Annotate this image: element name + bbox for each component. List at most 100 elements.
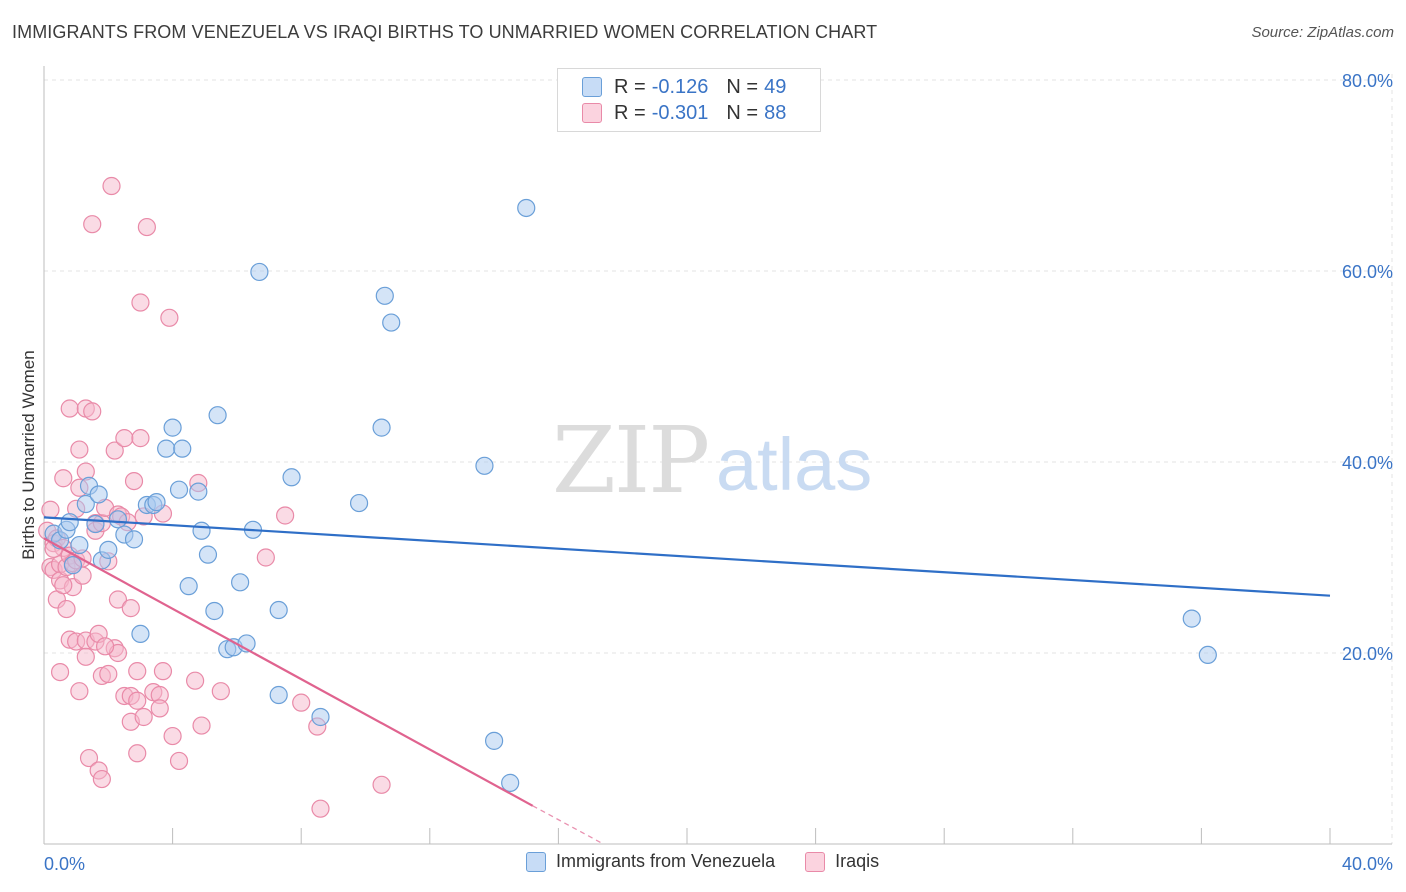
iraqi-point [169, 751, 189, 771]
source-credit: Source: ZipAtlas.com [1251, 24, 1394, 41]
r-value: -0.126 [651, 75, 709, 98]
venezuela-point [1198, 645, 1217, 665]
venezuela-point [382, 313, 401, 332]
iraqi-trend-extension [532, 805, 604, 845]
iraqi-trend-line [43, 537, 534, 807]
iraqi-point [292, 693, 311, 712]
iraqi-point [41, 500, 60, 519]
legend-swatch-blue [526, 851, 546, 872]
venezuela-point [349, 493, 369, 513]
iraqi-point [121, 599, 140, 618]
n-value: 49 [764, 75, 787, 98]
venezuela-point [311, 707, 330, 727]
legend-label-iraqis: Iraqis [835, 851, 880, 871]
axes [43, 66, 1392, 845]
x-tick-label: 40.0% [1342, 854, 1393, 874]
venezuela-point [1182, 609, 1201, 628]
gridlines [44, 74, 1393, 844]
iraqi-point [57, 599, 76, 619]
trend-lines [43, 516, 1331, 845]
venezuela-point [60, 513, 79, 532]
venezuela-point [372, 418, 391, 437]
chart-title: IMMIGRANTS FROM VENEZUELA VS IRAQI BIRTH… [12, 22, 878, 42]
legend-item-venezuela[interactable]: Immigrants from Venezuela [526, 851, 775, 872]
r-value: -0.301 [651, 101, 709, 124]
iraqi-point [186, 671, 205, 690]
watermark: ZIP atlas [552, 407, 872, 514]
iraqi-point [105, 441, 124, 460]
venezuela-point [147, 493, 166, 512]
axis-labels: 20.0% 40.0% 60.0% 80.0% 0.0% 40.0% Births to U… [19, 71, 1393, 874]
venezuela-point [501, 773, 520, 792]
iraqi-point [60, 399, 79, 418]
iraqi-point [99, 664, 118, 684]
venezuela-point [99, 540, 118, 559]
n-label: N = [726, 75, 759, 98]
y-tick-label: 20.0% [1342, 644, 1393, 664]
venezuela-point [231, 573, 250, 592]
iraqi-point [163, 726, 182, 746]
y-tick-label: 40.0% [1342, 453, 1393, 473]
iraqi-point [192, 716, 211, 735]
venezuela-point [192, 521, 211, 540]
iraqi-point [95, 637, 115, 656]
venezuela-point [375, 286, 394, 305]
iraqi-point [83, 402, 102, 421]
venezuela-point [173, 439, 192, 458]
venezuela-point [205, 601, 224, 621]
legend-swatch-pink [582, 103, 602, 123]
x-tick-label: 0.0% [44, 854, 85, 874]
legend-row-iraqis: R = -0.301 N = 88 [582, 101, 786, 125]
venezuela-point [269, 685, 288, 705]
venezuela-point [108, 510, 128, 529]
iraqi-point [160, 308, 179, 327]
iraqi-point [150, 699, 169, 718]
r-label: R = [614, 75, 646, 98]
iraqi-point [115, 429, 134, 448]
venezuela-point [163, 418, 182, 437]
legend-item-iraqis[interactable]: Iraqis [805, 851, 879, 872]
venezuela-point [179, 577, 198, 596]
y-axis-title: Births to Unmarried Women [19, 350, 38, 559]
n-value: 88 [764, 101, 787, 124]
legend-label-venezuela: Immigrants from Venezuela [556, 851, 776, 871]
iraqi-point [54, 576, 73, 595]
iraqi-point [128, 744, 147, 763]
iraqi-point [102, 176, 121, 196]
y-tick-label: 60.0% [1342, 262, 1393, 282]
iraqi-point [50, 662, 70, 682]
iraqi-point [131, 293, 150, 312]
legend-row-venezuela: R = -0.126 N = 49 [582, 75, 786, 99]
venezuela-point [63, 556, 83, 575]
venezuela-point [189, 482, 208, 501]
iraqi-point [54, 469, 73, 488]
iraqi-point [83, 215, 102, 234]
iraqi-point [108, 590, 128, 609]
iraqi-point [70, 682, 89, 701]
correlation-legend: R = -0.126 N = 49 R = -0.301 N = 88 [557, 68, 821, 132]
venezuela-point [157, 439, 176, 458]
venezuela-point [169, 480, 189, 499]
iraqi-point [79, 748, 99, 768]
venezuela-point [131, 624, 150, 644]
venezuela-point [208, 406, 227, 425]
venezuela-point [250, 262, 269, 282]
iraqi-point [256, 548, 275, 567]
iraqi-point [134, 707, 153, 727]
watermark-zip: ZIP [552, 407, 708, 514]
iraqi-point [131, 429, 150, 448]
iraqi-point [128, 691, 147, 710]
iraqi-point [76, 647, 95, 666]
iraqi-point [372, 775, 391, 794]
venezuela-point [70, 535, 89, 555]
venezuela-point [517, 198, 536, 218]
iraqi-point [276, 506, 295, 525]
iraqi-point [128, 662, 147, 681]
series-legend: Immigrants from Venezuela Iraqis [526, 851, 909, 872]
legend-swatch-blue [582, 77, 602, 97]
watermark-atlas: atlas [716, 423, 872, 506]
iraqi-point [70, 440, 89, 459]
data-points [38, 176, 1217, 818]
venezuela-point [198, 545, 218, 564]
